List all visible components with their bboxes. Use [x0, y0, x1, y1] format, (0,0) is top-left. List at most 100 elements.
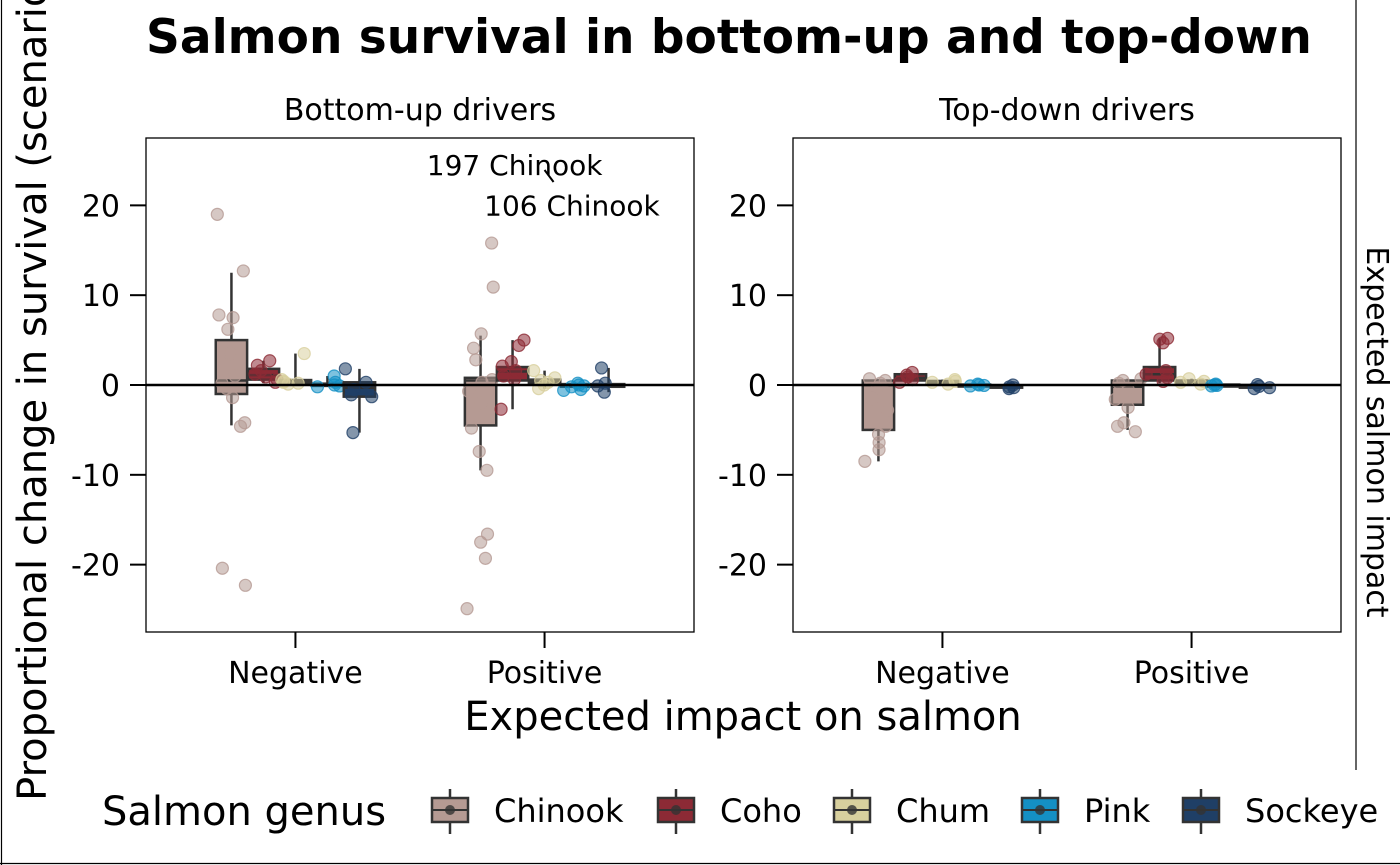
x-tick-label: Positive: [487, 656, 603, 691]
data-point: [212, 308, 226, 322]
data-point: [460, 602, 474, 616]
data-point: [925, 375, 939, 389]
y-tick-label: -20: [71, 549, 120, 584]
y-tick-label: 0: [101, 369, 120, 404]
data-point: [527, 364, 541, 378]
legend-key-point: [847, 805, 857, 815]
box-group-chum: [1173, 372, 1211, 391]
legend-key-point: [445, 805, 455, 815]
legend-item-label: Pink: [1084, 792, 1151, 830]
legend-item-chum: Chum: [832, 789, 990, 834]
data-point: [215, 561, 229, 575]
data-point: [338, 362, 352, 376]
y-tick-label: 10: [729, 279, 767, 314]
box-group-chinook: [1108, 372, 1148, 439]
box-group-chinook: [210, 207, 253, 592]
data-point: [469, 353, 483, 367]
y-tick-label: 10: [82, 279, 120, 314]
right-strip-label: Expected salmon impact: [1359, 246, 1394, 617]
data-point: [462, 384, 476, 398]
data-point: [466, 341, 481, 355]
data-point: [344, 388, 358, 402]
data-point: [865, 391, 879, 406]
data-point: [1121, 400, 1135, 415]
data-point: [346, 426, 360, 440]
data-point: [892, 375, 907, 389]
x-axis-title: Expected impact on salmon: [464, 694, 1022, 740]
annotation-leader-line: [543, 169, 555, 183]
legend-key-point: [1196, 805, 1206, 815]
legend-item-coho: Coho: [656, 789, 802, 834]
data-point: [464, 421, 479, 435]
legend-title: Salmon genus: [102, 789, 386, 835]
panel-1: Bottom-up drivers -20 -10 0 10 20 Negative Posi…: [71, 93, 695, 691]
data-point: [359, 375, 373, 389]
box-group-coho: [494, 333, 531, 416]
legend-item-label: Chinook: [494, 792, 624, 830]
box-group-sockeye: [1238, 377, 1277, 396]
data-point: [880, 403, 895, 417]
x-tick-label: Positive: [1134, 656, 1250, 691]
y-tick-label: 20: [82, 189, 120, 224]
data-point: [494, 402, 508, 416]
legend-item-chinook: Chinook: [430, 789, 624, 834]
box-group-sockeye: [989, 378, 1024, 396]
data-point: [233, 419, 248, 433]
box-group-sockeye: [338, 362, 379, 440]
y-tick-label: 0: [748, 369, 767, 404]
data-point: [480, 463, 494, 477]
panels: Bottom-up drivers -20 -10 0 10 20 Negative Posi…: [71, 93, 1342, 691]
data-point: [1262, 381, 1277, 395]
legend-item-label: Coho: [720, 792, 802, 830]
data-point: [474, 396, 488, 410]
data-point: [310, 380, 325, 394]
data-point: [574, 382, 588, 397]
x-tick-label: Negative: [228, 656, 363, 691]
data-point: [236, 264, 250, 278]
annotation-label: 197 Chinook: [427, 149, 603, 182]
data-point: [872, 443, 886, 457]
data-point: [365, 390, 379, 404]
data-point: [475, 375, 489, 389]
x-tick-label: Negative: [875, 656, 1010, 691]
legend-item-sockeye: Sockeye: [1181, 789, 1378, 834]
data-point: [496, 369, 511, 383]
legend-key-point: [1035, 805, 1045, 815]
data-point: [238, 578, 253, 592]
box-group-pink: [557, 376, 594, 397]
box-group-sockeye: [591, 361, 626, 399]
data-point: [478, 551, 493, 565]
data-point: [472, 444, 486, 459]
box-group-coho: [892, 365, 928, 389]
box-group-chinook: [460, 236, 500, 616]
data-point: [225, 390, 240, 405]
panel-strip-label: Top-down drivers: [938, 93, 1195, 128]
data-point: [594, 361, 609, 375]
legend: Salmon genus Chinook Coho Chum Pink Sockeye: [102, 789, 1378, 835]
data-point: [210, 207, 224, 221]
legend-item-label: Sockeye: [1245, 792, 1378, 830]
data-point: [1173, 375, 1188, 389]
data-point: [1128, 425, 1142, 439]
chart-title: Salmon survival in bottom-up and top-dow…: [146, 10, 1312, 65]
box-group-coho: [1139, 331, 1177, 389]
box-group-chum: [925, 373, 962, 391]
data-point: [228, 369, 242, 383]
annotation-label: 106 Chinook: [484, 189, 660, 222]
data-point: [223, 346, 237, 361]
y-tick-label: -20: [718, 549, 767, 584]
data-point: [1110, 419, 1125, 433]
data-point: [1108, 392, 1122, 406]
y-tick-label: -10: [718, 459, 767, 494]
data-point: [474, 535, 488, 549]
legend-key-point: [671, 805, 681, 815]
y-axis-title: Proportional change in survival (scenari…: [10, 0, 56, 801]
y-tick-label: 20: [729, 189, 767, 224]
data-point: [512, 338, 526, 353]
data-point: [486, 280, 500, 294]
data-point: [474, 327, 488, 341]
data-point: [1156, 336, 1170, 350]
box-group-chinook: [858, 372, 896, 468]
legend-item-label: Chum: [896, 792, 990, 830]
